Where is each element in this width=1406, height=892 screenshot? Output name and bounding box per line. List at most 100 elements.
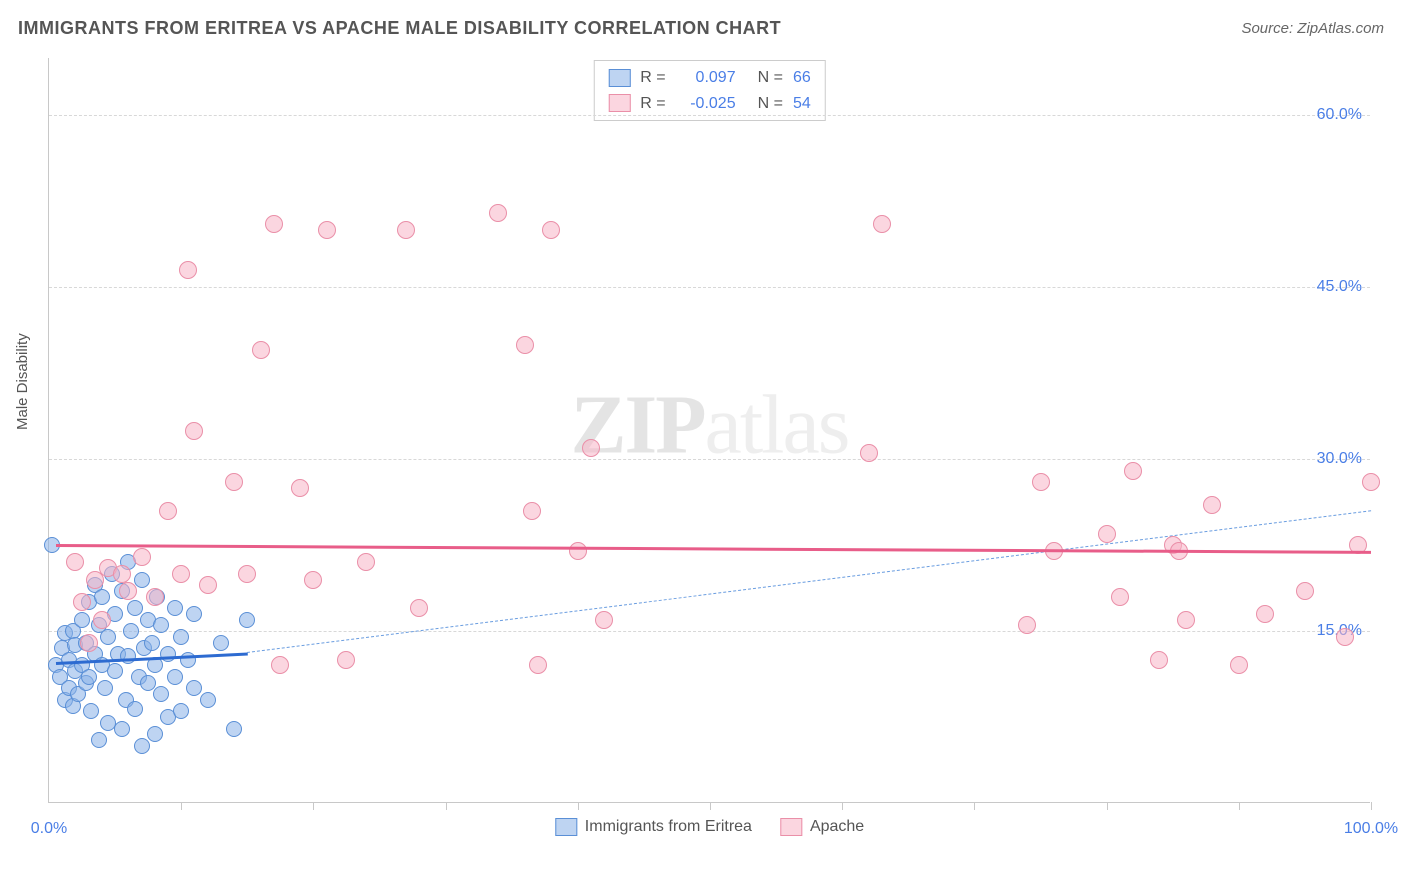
data-point-eritrea xyxy=(186,680,202,696)
data-point-eritrea xyxy=(200,692,216,708)
data-point-apache xyxy=(1124,462,1142,480)
data-point-apache xyxy=(271,656,289,674)
data-point-apache xyxy=(337,651,355,669)
x-tick xyxy=(578,802,579,810)
x-tick-label: 0.0% xyxy=(31,820,67,838)
data-point-apache xyxy=(595,611,613,629)
data-point-apache xyxy=(318,221,336,239)
data-point-eritrea xyxy=(107,663,123,679)
data-point-apache xyxy=(1150,651,1168,669)
data-point-eritrea xyxy=(83,703,99,719)
data-point-eritrea xyxy=(114,721,130,737)
data-point-eritrea xyxy=(167,669,183,685)
data-point-eritrea xyxy=(153,617,169,633)
data-point-apache xyxy=(1098,525,1116,543)
data-point-eritrea xyxy=(140,675,156,691)
data-point-apache xyxy=(73,593,91,611)
legend-swatch-icon xyxy=(555,818,577,836)
gridline-h xyxy=(49,459,1370,460)
data-point-eritrea xyxy=(127,600,143,616)
data-point-apache xyxy=(159,502,177,520)
data-point-eritrea xyxy=(186,606,202,622)
data-point-eritrea xyxy=(134,572,150,588)
data-point-apache xyxy=(410,599,428,617)
data-point-apache xyxy=(185,422,203,440)
x-tick xyxy=(974,802,975,810)
x-tick xyxy=(1107,802,1108,810)
data-point-eritrea xyxy=(74,612,90,628)
data-point-apache xyxy=(1177,611,1195,629)
x-tick xyxy=(1239,802,1240,810)
legend-n-value: 54 xyxy=(793,91,811,117)
data-point-apache xyxy=(133,548,151,566)
x-tick xyxy=(710,802,711,810)
data-point-eritrea xyxy=(239,612,255,628)
plot-area: ZIPatlas R = 0.097N =66R =-0.025N =54 Im… xyxy=(48,58,1370,803)
data-point-apache xyxy=(1018,616,1036,634)
data-point-apache xyxy=(1203,496,1221,514)
data-point-apache xyxy=(1032,473,1050,491)
legend-label: Immigrants from Eritrea xyxy=(585,818,752,836)
data-point-eritrea xyxy=(100,629,116,645)
legend-item-apache: Apache xyxy=(780,818,864,836)
data-point-apache xyxy=(1256,605,1274,623)
data-point-apache xyxy=(1230,656,1248,674)
gridline-h xyxy=(49,115,1370,116)
data-point-apache xyxy=(146,588,164,606)
data-point-apache xyxy=(860,444,878,462)
data-point-apache xyxy=(523,502,541,520)
series-legend: Immigrants from Eritrea Apache xyxy=(555,818,864,836)
legend-label: Apache xyxy=(810,818,864,836)
data-point-apache xyxy=(1362,473,1380,491)
data-point-apache xyxy=(542,221,560,239)
data-point-eritrea xyxy=(134,738,150,754)
legend-r-value: -0.025 xyxy=(676,91,736,117)
legend-swatch-icon xyxy=(608,69,630,87)
data-point-apache xyxy=(489,204,507,222)
data-point-apache xyxy=(397,221,415,239)
data-point-eritrea xyxy=(226,721,242,737)
data-point-eritrea xyxy=(94,589,110,605)
data-point-eritrea xyxy=(120,648,136,664)
data-point-apache xyxy=(238,565,256,583)
data-point-eritrea xyxy=(144,635,160,651)
legend-n-label: N = xyxy=(758,65,783,91)
data-point-apache xyxy=(516,336,534,354)
data-point-eritrea xyxy=(213,635,229,651)
data-point-eritrea xyxy=(123,623,139,639)
data-point-apache xyxy=(569,542,587,560)
data-point-eritrea xyxy=(167,600,183,616)
gridline-h xyxy=(49,631,1370,632)
data-point-apache xyxy=(1336,628,1354,646)
legend-row-apache: R = -0.025 N = 54 xyxy=(608,91,810,117)
legend-r-value: 0.097 xyxy=(676,65,736,91)
data-point-eritrea xyxy=(173,629,189,645)
data-point-apache xyxy=(873,215,891,233)
x-tick xyxy=(446,802,447,810)
legend-swatch-icon xyxy=(608,94,630,112)
data-point-apache xyxy=(357,553,375,571)
x-tick-label: 100.0% xyxy=(1344,820,1398,838)
x-tick xyxy=(1371,802,1372,810)
chart-title: IMMIGRANTS FROM ERITREA VS APACHE MALE D… xyxy=(18,18,781,39)
legend-n-label: N = xyxy=(758,91,783,117)
data-point-apache xyxy=(1111,588,1129,606)
x-tick xyxy=(842,802,843,810)
legend-r-label: R = xyxy=(640,91,665,117)
data-point-eritrea xyxy=(127,701,143,717)
data-point-eritrea xyxy=(173,703,189,719)
data-point-eritrea xyxy=(147,726,163,742)
data-point-apache xyxy=(199,576,217,594)
chart-container: IMMIGRANTS FROM ERITREA VS APACHE MALE D… xyxy=(0,0,1406,892)
correlation-legend: R = 0.097N =66R =-0.025N =54 xyxy=(593,60,825,121)
data-point-apache xyxy=(172,565,190,583)
data-point-apache xyxy=(252,341,270,359)
data-point-apache xyxy=(119,582,137,600)
data-point-apache xyxy=(225,473,243,491)
data-point-apache xyxy=(179,261,197,279)
data-point-apache xyxy=(93,611,111,629)
data-point-apache xyxy=(304,571,322,589)
x-tick xyxy=(181,802,182,810)
data-point-apache xyxy=(529,656,547,674)
data-point-apache xyxy=(113,565,131,583)
